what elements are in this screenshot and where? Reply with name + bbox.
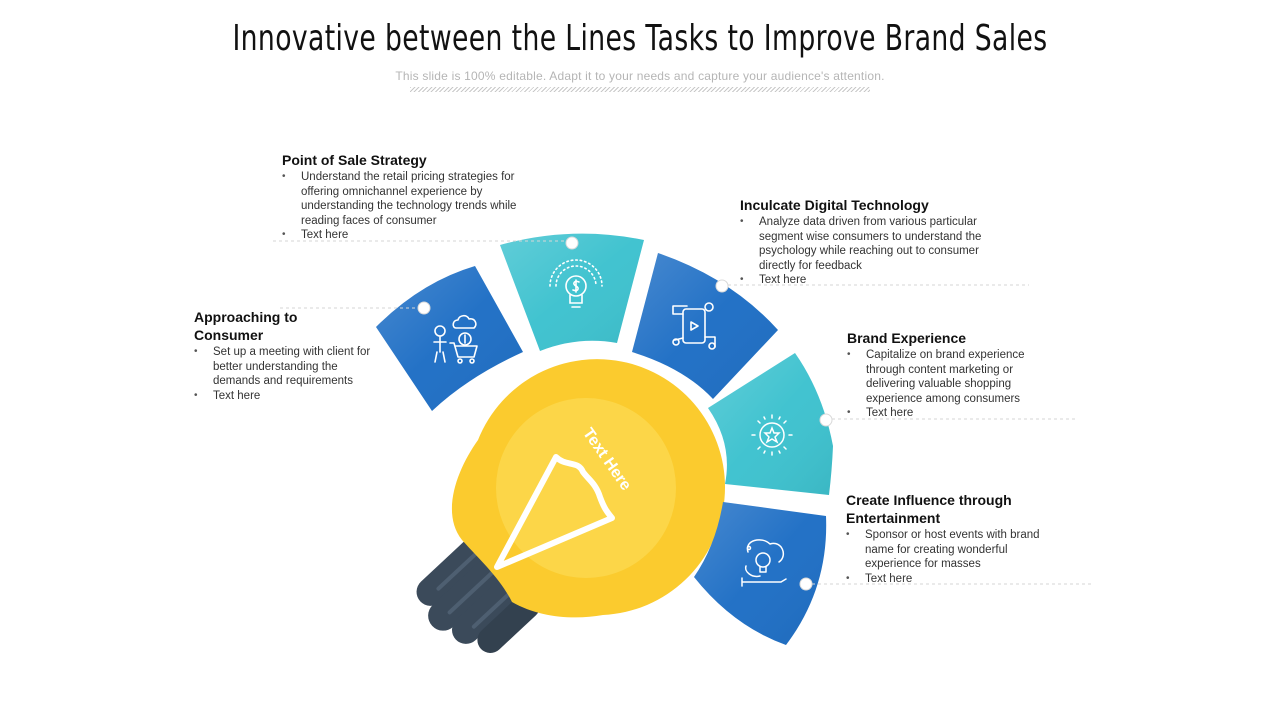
- block-brand: Brand Experience Capitalize on brand exp…: [847, 329, 1047, 421]
- bullet-list: Capitalize on brand experience through c…: [847, 348, 1047, 421]
- bullet-list: Understand the retail pricing strategies…: [282, 170, 542, 243]
- bullet-item: Text here: [282, 228, 542, 243]
- bullet-item: Analyze data driven from various particu…: [740, 215, 1002, 273]
- subtitle-divider: [410, 87, 870, 92]
- slide-title: Innovative between the Lines Tasks to Im…: [232, 18, 1048, 59]
- segment-point-of-sale-strategy: [500, 233, 644, 351]
- bulb-glass: [451, 359, 726, 618]
- bullet-item: Text here: [740, 273, 1002, 288]
- bullet-list: Sponsor or host events with brand name f…: [846, 528, 1058, 586]
- segment-approaching-to-consumer: [376, 266, 523, 411]
- block-heading: Inculcate Digital Technology: [740, 197, 929, 213]
- block-heading: Create Influence through Entertainment: [846, 492, 1012, 526]
- dot-point-of-sale: [565, 236, 579, 250]
- block-heading: Approaching to Consumer: [194, 309, 298, 343]
- segment-create-influence-entertainment: [694, 502, 827, 645]
- dot-influence: [799, 577, 813, 591]
- bullet-item: Capitalize on brand experience through c…: [847, 348, 1047, 406]
- slide-subtitle: This slide is 100% editable. Adapt it to…: [395, 69, 885, 83]
- idea-dollar-bulb-icon: [549, 259, 603, 308]
- idea-pencil-icon: [741, 539, 787, 587]
- block-approaching: Approaching to Consumer Set up a meeting…: [194, 308, 380, 403]
- bullet-list: Analyze data driven from various particu…: [740, 215, 1002, 288]
- digital-video-device-icon: [672, 302, 716, 350]
- segment-brand-experience: [708, 353, 833, 495]
- bullet-item: Text here: [846, 572, 1058, 587]
- block-heading: Point of Sale Strategy: [282, 152, 427, 168]
- segment-inculcate-digital-technology: [632, 253, 778, 399]
- dot-digital: [715, 279, 729, 293]
- block-heading: Brand Experience: [847, 330, 967, 346]
- shopping-cart-money-icon: [433, 314, 478, 364]
- bullet-item: Set up a meeting with client for better …: [194, 345, 380, 389]
- connector-dots: [417, 236, 833, 591]
- bullet-item: Understand the retail pricing strategies…: [282, 170, 542, 228]
- block-point-of-sale: Point of Sale Strategy Understand the re…: [282, 151, 542, 243]
- bullet-item: Text here: [194, 389, 380, 404]
- bullet-item: Text here: [847, 406, 1047, 421]
- block-digital: Inculcate Digital Technology Analyze dat…: [740, 196, 1002, 288]
- star-burst-icon: [751, 414, 793, 456]
- bullet-item: Sponsor or host events with brand name f…: [846, 528, 1058, 572]
- dot-approaching: [417, 301, 431, 315]
- block-influence: Create Influence through Entertainment S…: [846, 491, 1058, 586]
- bullet-list: Set up a meeting with client for better …: [194, 345, 380, 403]
- dot-brand: [819, 413, 833, 427]
